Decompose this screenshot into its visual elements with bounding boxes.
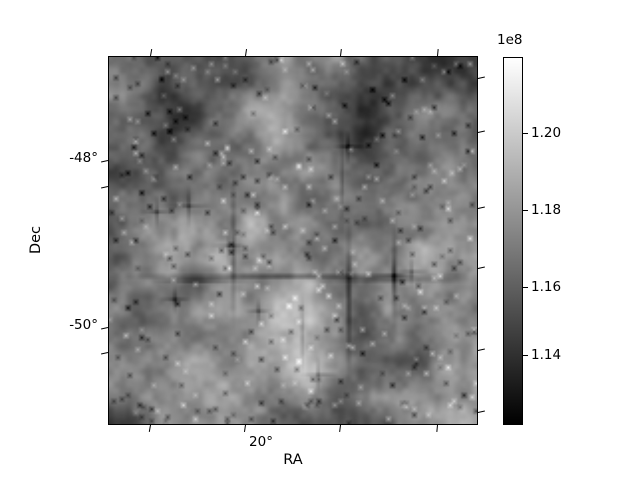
x-axis-tick (339, 424, 342, 433)
sky-heatmap-image (109, 57, 477, 424)
y-axis-tick-label: -50° (69, 317, 98, 333)
colorbar-tick (523, 210, 528, 212)
colorbar-tick-label: 1.20 (531, 125, 562, 141)
x-axis-tick (436, 424, 439, 433)
sky-image-axes[interactable] (108, 56, 478, 425)
colorbar-gradient (503, 57, 523, 425)
colorbar-exponent-label: 1e8 (497, 32, 523, 48)
colorbar-tick (523, 355, 528, 357)
colorbar-tick (523, 133, 528, 135)
y-axis-label: Dec (28, 225, 44, 255)
x-axis-tick (243, 424, 247, 433)
y-axis-right-tick (477, 206, 485, 210)
y-axis-right-tick (477, 76, 485, 80)
colorbar-tick (523, 287, 528, 289)
x-axis-tick (148, 424, 152, 433)
y-axis-right-tick (477, 348, 485, 352)
x-axis-tick-label: 20° (249, 434, 273, 450)
colorbar-tick-label: 1.14 (531, 347, 562, 363)
y-axis-right-tick (477, 130, 485, 134)
colorbar-tick-label: 1.18 (531, 202, 562, 218)
colorbar-tick-label: 1.16 (531, 279, 562, 295)
x-axis-top-tick (340, 48, 343, 57)
y-axis-tick-label: -48° (69, 150, 98, 166)
colorbar[interactable] (503, 57, 523, 425)
x-axis-label: RA (283, 452, 303, 468)
x-axis-top-tick (437, 48, 439, 57)
y-axis-right-tick (477, 410, 485, 414)
y-axis-right-tick (477, 266, 485, 270)
